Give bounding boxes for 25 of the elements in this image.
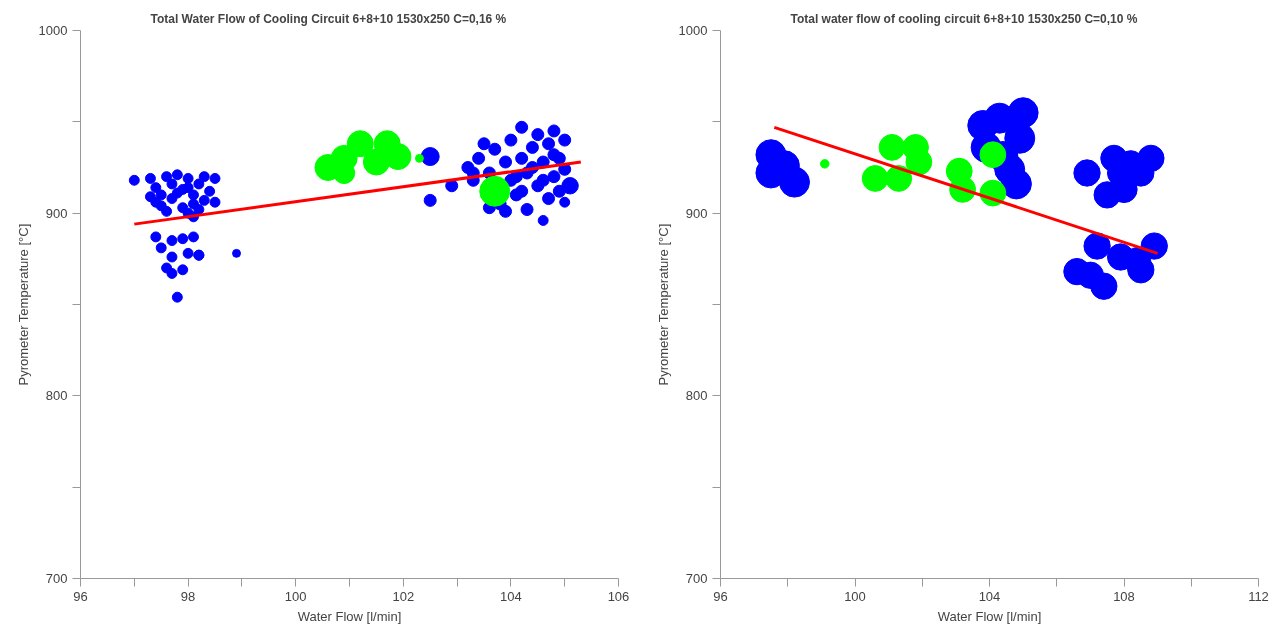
y-axis-title: Pyrometer Temperature [°C] (655, 223, 671, 386)
y-tick-label: 800 (685, 388, 708, 404)
x-tick-label: 96 (713, 588, 728, 604)
y-tick-label: 900 (45, 205, 68, 221)
x-tick-label: 100 (284, 588, 307, 604)
x-tick-label: 104 (500, 588, 522, 604)
y-tick-label: 900 (685, 205, 708, 221)
x-axis-title: Water Flow [l/min] (937, 608, 1042, 624)
y-tick-label: 1000 (678, 23, 708, 38)
x-tick-label: 106 (607, 588, 630, 604)
x-tick-label: 102 (392, 588, 415, 604)
chart-title: Total Water Flow of Cooling Circuit 6+8+10 1530x250 C=0,16 % (150, 11, 507, 26)
x-tick-label: 100 (844, 588, 866, 604)
chart-title: Total water flow of cooling circuit 6+8+10 1530x250 C=0,10 % (790, 11, 1138, 26)
x-tick-label: 104 (978, 588, 1001, 604)
y-tick-label: 800 (45, 388, 68, 404)
x-tick-label: 108 (1113, 588, 1135, 604)
x-axis-title: Water Flow [l/min] (297, 608, 402, 624)
y-axis-title: Pyrometer Temperature [°C] (15, 223, 31, 386)
x-tick-label: 112 (1248, 588, 1269, 604)
y-tick-label: 700 (45, 571, 68, 586)
x-tick-label: 96 (73, 588, 88, 604)
y-tick-label: 1000 (38, 23, 68, 38)
y-tick-label: 700 (685, 571, 708, 586)
x-tick-label: 98 (180, 588, 196, 604)
